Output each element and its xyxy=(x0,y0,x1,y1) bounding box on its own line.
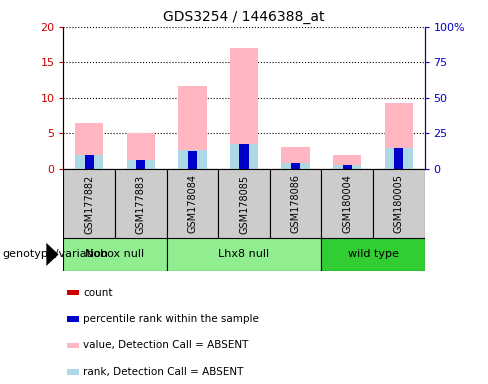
Bar xyxy=(373,169,425,238)
Bar xyxy=(67,343,79,348)
Bar xyxy=(291,163,300,169)
Text: GSM178086: GSM178086 xyxy=(290,174,301,233)
Text: GSM180004: GSM180004 xyxy=(342,174,352,233)
Bar xyxy=(239,144,249,169)
Bar xyxy=(166,238,322,271)
Bar xyxy=(63,169,115,238)
Text: Nobox null: Nobox null xyxy=(85,249,144,260)
Bar xyxy=(270,169,322,238)
Bar xyxy=(178,151,206,169)
Text: GSM177883: GSM177883 xyxy=(136,174,146,233)
Bar xyxy=(394,147,404,169)
Text: Lhx8 null: Lhx8 null xyxy=(219,249,269,260)
Bar xyxy=(178,86,206,169)
Bar xyxy=(188,151,197,169)
Bar xyxy=(115,169,166,238)
Bar xyxy=(394,147,404,169)
Bar xyxy=(63,238,166,271)
Bar xyxy=(343,165,352,169)
Text: wild type: wild type xyxy=(347,249,398,260)
Bar xyxy=(84,155,94,169)
Bar xyxy=(136,160,145,169)
Text: GSM180005: GSM180005 xyxy=(394,174,404,233)
Bar xyxy=(67,290,79,295)
Title: GDS3254 / 1446388_at: GDS3254 / 1446388_at xyxy=(163,10,325,25)
Bar xyxy=(75,155,103,169)
Text: genotype/variation: genotype/variation xyxy=(2,249,108,260)
Bar xyxy=(239,144,249,169)
Bar xyxy=(67,316,79,322)
Bar xyxy=(322,169,373,238)
Text: value, Detection Call = ABSENT: value, Detection Call = ABSENT xyxy=(83,341,248,351)
Bar xyxy=(282,163,310,169)
Polygon shape xyxy=(46,243,59,266)
Bar xyxy=(333,156,362,169)
Bar xyxy=(136,160,145,169)
Bar xyxy=(343,165,352,169)
Bar xyxy=(230,48,258,169)
Bar xyxy=(322,238,425,271)
Bar xyxy=(84,155,94,169)
Text: GSM178084: GSM178084 xyxy=(187,174,198,233)
Bar xyxy=(385,147,413,169)
Text: percentile rank within the sample: percentile rank within the sample xyxy=(83,314,259,324)
Bar xyxy=(127,160,155,169)
Bar xyxy=(127,134,155,169)
Bar xyxy=(218,169,270,238)
Bar xyxy=(291,163,300,169)
Bar xyxy=(166,169,218,238)
Bar xyxy=(385,103,413,169)
Text: count: count xyxy=(83,288,112,298)
Text: GSM177882: GSM177882 xyxy=(84,174,94,234)
Text: GSM178085: GSM178085 xyxy=(239,174,249,233)
Bar xyxy=(188,151,197,169)
Bar xyxy=(333,165,362,169)
Bar xyxy=(75,123,103,169)
Bar xyxy=(230,144,258,169)
Text: rank, Detection Call = ABSENT: rank, Detection Call = ABSENT xyxy=(83,367,244,377)
Bar xyxy=(282,147,310,169)
Bar xyxy=(67,369,79,374)
